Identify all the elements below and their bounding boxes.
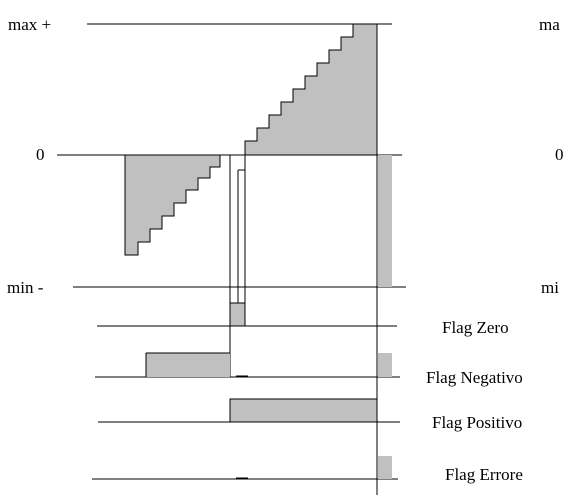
min-label: min - — [7, 278, 44, 297]
right-min-label: mi — [541, 278, 559, 297]
flag-zero-label: Flag Zero — [442, 318, 509, 337]
flag-positive-pulse — [229, 398, 378, 423]
flag-error-pulse — [378, 456, 392, 479]
right-zero-label: 0 — [555, 145, 563, 164]
flag-positive-label: Flag Positivo — [432, 413, 522, 432]
max-label: max + — [8, 15, 51, 34]
flag-negative-label: Flag Negativo — [426, 368, 523, 387]
flag-zero-pulse — [229, 302, 246, 327]
zero-label: 0 — [36, 145, 45, 164]
flag-negative-pulse — [146, 353, 230, 377]
flag-error-label: Flag Errore — [445, 465, 523, 484]
overflow-spike — [378, 155, 392, 287]
flag-negative-pulse-end — [378, 353, 392, 377]
right-max-label: ma — [539, 15, 560, 34]
positive-staircase-area — [244, 23, 378, 156]
negative-staircase-area — [124, 154, 221, 256]
